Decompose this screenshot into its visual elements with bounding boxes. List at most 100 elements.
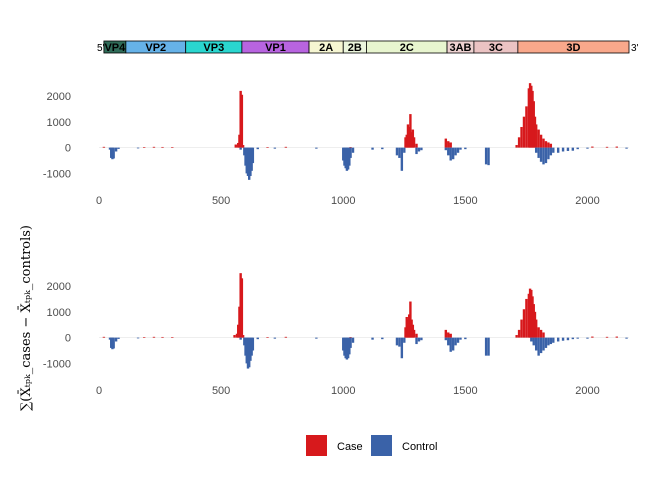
- bar-control: [273, 147, 277, 149]
- bar-control: [400, 337, 404, 359]
- bar-case: [449, 333, 452, 338]
- bar-control: [625, 337, 628, 339]
- x-tick-label: 0: [96, 385, 102, 397]
- bar-control: [447, 147, 450, 156]
- bar-control: [456, 147, 460, 153]
- bar-control: [250, 147, 253, 171]
- bar-case: [605, 336, 609, 338]
- bar-control: [111, 147, 114, 160]
- genome-segment-label: 2C: [400, 42, 414, 54]
- bar-case: [410, 132, 413, 148]
- bar-control: [351, 147, 355, 153]
- bar-control: [344, 147, 347, 169]
- bar-control: [343, 147, 346, 166]
- bar-control: [447, 337, 450, 346]
- bar-case: [532, 101, 535, 148]
- bar-control: [556, 337, 560, 342]
- legend-swatch-case: [306, 435, 327, 456]
- bar-case: [349, 147, 352, 148]
- bar-case: [239, 273, 242, 338]
- bar-control: [586, 147, 589, 149]
- bar-control: [403, 147, 406, 153]
- x-tick-label: 1500: [453, 385, 477, 397]
- y-tick-label: -1000: [43, 358, 71, 370]
- bar-case: [527, 88, 531, 148]
- bar-control: [245, 337, 248, 364]
- legend-swatch-control: [371, 435, 392, 456]
- bar-control: [561, 337, 565, 341]
- bar-case: [533, 116, 537, 148]
- bar-case: [102, 146, 106, 148]
- bar-control: [464, 147, 467, 150]
- bar-control: [459, 147, 462, 150]
- bar-control: [537, 147, 540, 158]
- genome-segment-label: VP1: [265, 42, 286, 54]
- bar-case: [406, 124, 410, 148]
- bar-control: [112, 337, 115, 349]
- bar-case: [102, 336, 106, 338]
- x-tick-label: 500: [212, 385, 230, 397]
- bar-case: [530, 289, 533, 338]
- bar-case: [517, 329, 521, 338]
- bar-control: [398, 337, 401, 347]
- bar-case: [591, 146, 594, 148]
- bar-case: [444, 329, 448, 338]
- bar-case: [234, 144, 237, 148]
- series-case: [102, 273, 618, 338]
- bar-case: [520, 319, 523, 338]
- bar-control: [248, 337, 251, 368]
- bar-control: [484, 147, 488, 165]
- bar-control: [244, 147, 247, 166]
- bar-control: [415, 147, 418, 155]
- bar-control: [112, 147, 115, 159]
- bar-control: [539, 147, 543, 162]
- genome-segment-label: 3C: [489, 42, 503, 54]
- bar-case: [615, 336, 618, 338]
- bar-control: [420, 147, 423, 151]
- bar-case: [539, 134, 543, 148]
- bar-control: [342, 147, 345, 161]
- y-tick-label: 1000: [47, 117, 71, 129]
- bar-case: [412, 329, 416, 338]
- bar-control: [459, 337, 462, 340]
- bar-case: [349, 337, 352, 338]
- bar-control: [549, 337, 553, 345]
- bar-control: [249, 147, 252, 176]
- bar-control: [381, 337, 384, 340]
- bar-case: [539, 329, 543, 338]
- bar-case: [591, 336, 594, 338]
- bar-case: [444, 138, 448, 148]
- bar-control: [549, 147, 553, 156]
- bar-control: [566, 147, 570, 151]
- bar-case: [544, 141, 548, 148]
- bar-case: [233, 335, 236, 338]
- bar-control: [534, 147, 538, 153]
- bar-control: [250, 337, 253, 356]
- bar-control: [244, 337, 247, 356]
- bar-case: [238, 306, 241, 338]
- genome-segment-label: 2B: [348, 42, 362, 54]
- bar-case: [532, 304, 535, 338]
- bar-control: [239, 147, 242, 150]
- bar-control: [243, 337, 246, 346]
- bar-control: [114, 147, 118, 152]
- bar-control: [456, 337, 460, 343]
- bar-case: [515, 335, 518, 338]
- bar-control: [117, 337, 120, 339]
- legend-label-case: Case: [337, 441, 363, 453]
- bar-case: [412, 137, 416, 148]
- bar-control: [444, 147, 448, 151]
- bar-control: [552, 147, 555, 153]
- chart-panel-2: -1000 0 1000 2000 0 500 1000 1500 2000: [43, 273, 629, 397]
- bar-control: [417, 147, 421, 152]
- bar-case: [266, 337, 269, 338]
- bar-case: [239, 90, 242, 148]
- bar-control: [547, 337, 550, 346]
- bar-case: [522, 116, 526, 148]
- x-tick-label: 1000: [331, 385, 355, 397]
- bar-case: [549, 143, 553, 148]
- bar-control: [400, 147, 404, 171]
- bar-case: [266, 147, 269, 148]
- bar-control: [534, 337, 538, 351]
